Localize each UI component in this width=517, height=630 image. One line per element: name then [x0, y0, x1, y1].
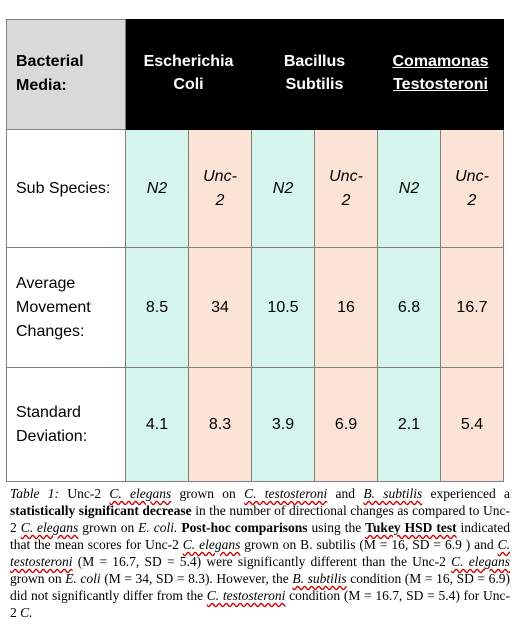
caption-emphasis: Post-hoc comparisons [181, 520, 308, 535]
subspecies-value: N2 [272, 179, 294, 197]
std-value: 4.1 [125, 367, 189, 482]
caption-text-run: using the [307, 520, 366, 535]
std-row: Standard Deviation: 4.1 8.3 3.9 6.9 2.1 … [6, 367, 504, 482]
caption-text-run: indicated that the mean scores for Unc-2 [10, 520, 510, 552]
bacterial-media-label: Bacterial Media: [6, 19, 126, 130]
caption-species: B. subtilis [292, 571, 347, 586]
label-line: Average [16, 274, 76, 292]
label-line: Bacterial [16, 53, 84, 70]
average-value: 16 [314, 247, 378, 368]
caption-species: C. elegans [182, 537, 241, 552]
std-value: 6.9 [314, 367, 378, 482]
subspecies-value: Unc- [329, 167, 363, 185]
average-row: Average Movement Changes: 8.5 34 10.5 16… [6, 247, 504, 368]
caption-species: B. subtilis [363, 486, 423, 501]
std-value: 3.9 [251, 367, 315, 482]
label-line: Movement [16, 298, 91, 316]
caption-species: C. elegans [20, 520, 79, 535]
caption-text-run: (M = 34, SD = 8.3). However, the [100, 571, 293, 586]
average-value: 34 [188, 247, 252, 368]
subspecies-row: Sub Species: N2 Unc- 2 N2 Unc- 2 N2 Unc-… [6, 129, 504, 248]
subspecies-cell: N2 [251, 129, 315, 248]
average-value: 10.5 [251, 247, 315, 368]
caption-text-run: (M = 16.7, SD = 5.4) were significantly … [72, 554, 452, 569]
media-name: Testosteroni [393, 76, 488, 93]
subspecies-label: Sub Species: [6, 129, 126, 248]
caption-species: C. testosteroni [244, 486, 328, 501]
media-header-bsubtilis: Bacillus Subtilis [251, 19, 378, 130]
caption-text-run: condition (M = 16, SD = 6.9) did not sig… [10, 571, 510, 603]
caption-text-run: experienced a [422, 486, 511, 501]
media-name: Comamonas [392, 53, 489, 70]
caption-text-run: condition (M = 16.7, SD = 5.4) for Unc-2 [10, 588, 510, 620]
label-line: Deviation: [16, 427, 88, 445]
average-value: 6.8 [377, 247, 441, 368]
media-name: Coli [173, 76, 204, 93]
results-table: Bacterial Media: Escherichia Coli Bacill… [6, 19, 504, 482]
std-label: Standard Deviation: [6, 367, 126, 482]
std-value: 8.3 [188, 367, 252, 482]
average-label: Average Movement Changes: [6, 247, 126, 368]
subspecies-value: N2 [398, 179, 420, 197]
caption-species: C. elegans [109, 486, 172, 501]
caption-species: C. testosteroni [10, 537, 510, 569]
subspecies-value: N2 [146, 179, 168, 197]
label-line: Standard [16, 403, 81, 421]
media-name: Subtilis [285, 76, 344, 93]
caption-text-run: grown on B. subtilis (M = 16, SD = 6.9 )… [240, 537, 498, 552]
media-name: Escherichia [143, 53, 234, 70]
caption-label: Table 1: [10, 486, 60, 501]
subspecies-cell: N2 [125, 129, 189, 248]
label-line: Changes: [16, 322, 85, 340]
label-line: Media: [16, 77, 67, 94]
caption-species: C. elegans [451, 554, 510, 569]
header-row: Bacterial Media: Escherichia Coli Bacill… [6, 19, 504, 130]
subspecies-value: 2 [215, 191, 225, 209]
caption-text-run: grown on [78, 520, 139, 535]
caption-species: C. testosteroni [206, 588, 286, 603]
average-value: 8.5 [125, 247, 189, 368]
caption-emphasis: statistically significant decrease [10, 503, 192, 518]
std-value: 2.1 [377, 367, 441, 482]
subspecies-value: Unc- [203, 167, 237, 185]
subspecies-cell: Unc- 2 [188, 129, 252, 248]
average-value: 16.7 [440, 247, 504, 368]
subspecies-cell: Unc- 2 [440, 129, 504, 248]
subspecies-value: 2 [341, 191, 351, 209]
caption-species: C. [20, 605, 33, 620]
caption-text-run: grown on [171, 486, 245, 501]
media-header-ecoli: Escherichia Coli [125, 19, 252, 130]
subspecies-cell: Unc- 2 [314, 129, 378, 248]
media-header-ctestosteroni: Comamonas Testosteroni [377, 19, 504, 130]
subspecies-value: Unc- [455, 167, 489, 185]
subspecies-value: 2 [467, 191, 477, 209]
caption-species: E. coli. [138, 520, 178, 535]
std-value: 5.4 [440, 367, 504, 482]
caption-text-run: grown on [10, 571, 66, 586]
media-name: Bacillus [283, 53, 346, 70]
table-caption: Table 1: Unc-2 C. elegans grown on C. te… [10, 485, 510, 630]
caption-text-run: Unc-2 [59, 486, 110, 501]
caption-emphasis: Tukey HSD test [365, 520, 457, 535]
subspecies-cell: N2 [377, 129, 441, 248]
caption-text-run: and [327, 486, 364, 501]
caption-species: E. coli [65, 571, 101, 586]
caption-text: Table 1: Unc-2 C. elegans grown on C. te… [10, 485, 510, 630]
caption-text-run: in the number of directional changes as … [10, 503, 510, 535]
